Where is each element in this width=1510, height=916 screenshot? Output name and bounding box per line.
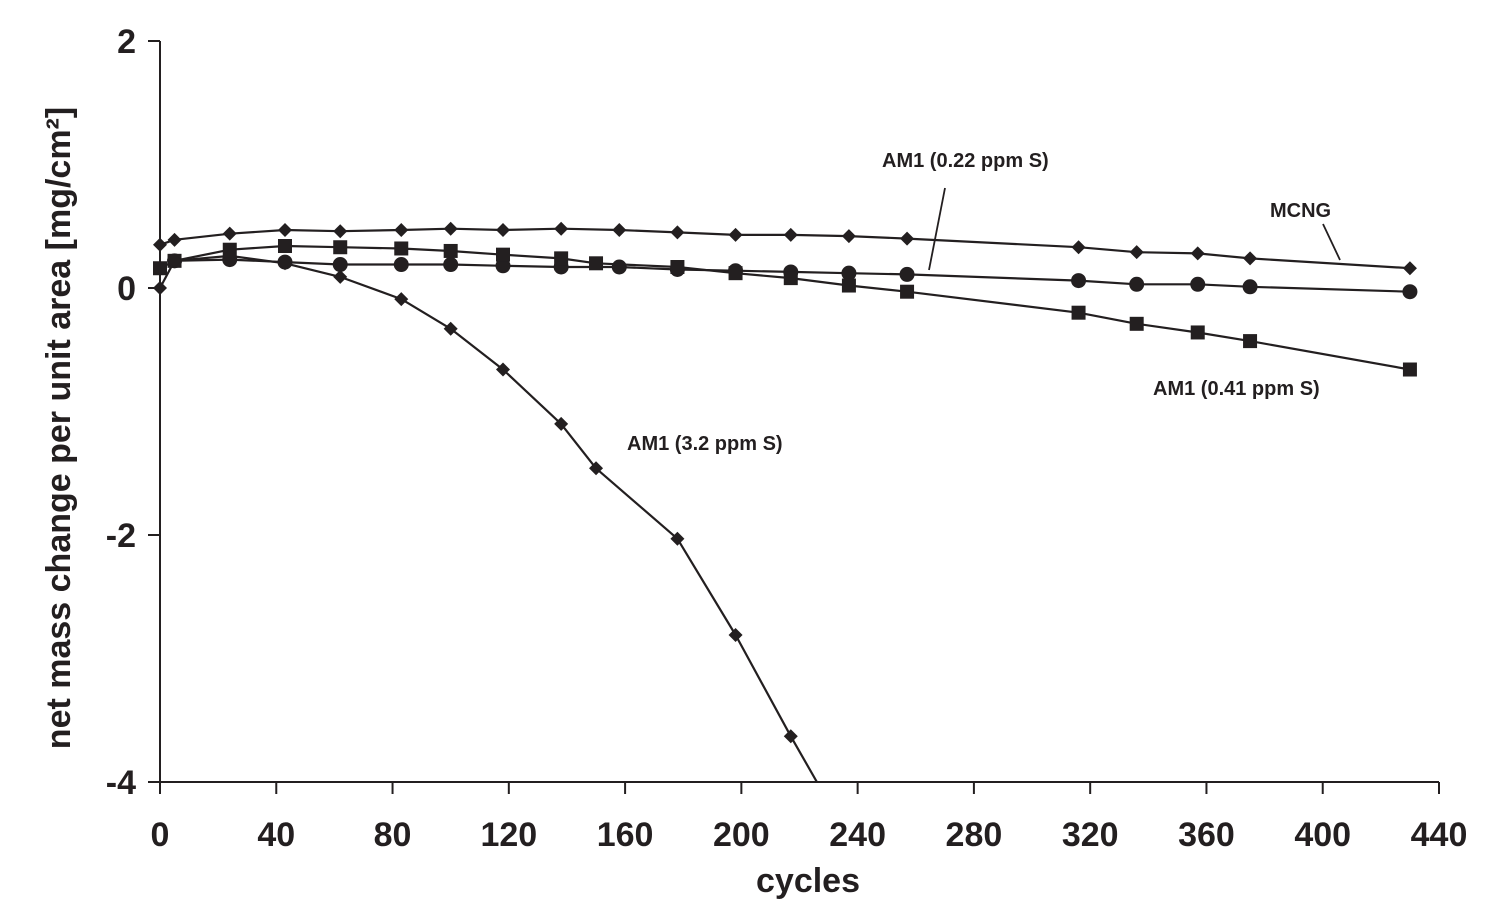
data-point-circle [611, 259, 627, 275]
data-point-diamond [222, 226, 237, 241]
data-point-diamond [333, 269, 348, 284]
x-tick-label: 280 [946, 816, 1003, 854]
y-tick-label: -2 [106, 517, 136, 555]
data-point-circle [443, 257, 459, 273]
x-tick-label: 40 [257, 816, 295, 854]
data-point-diamond [153, 237, 167, 252]
data-point-circle [841, 265, 857, 281]
x-tick-label: 160 [597, 816, 654, 854]
data-point-diamond [670, 531, 685, 546]
data-point-diamond [900, 231, 915, 246]
data-point-circle [1129, 276, 1145, 292]
data-point-circle [1190, 276, 1206, 292]
x-tick-label: 120 [480, 816, 537, 854]
data-point-diamond [443, 321, 458, 336]
data-point-square [1071, 305, 1086, 320]
series-0 [153, 221, 1417, 276]
ticks: 0 40 80 120 160 200 240 280 320 360 400 440 -4 -2 0 2 [106, 23, 1468, 854]
data-point-diamond [394, 222, 409, 237]
data-point-diamond [728, 628, 743, 643]
leader-line-mcng [1322, 223, 1341, 261]
data-point-diamond [554, 221, 569, 236]
data-point-square [841, 278, 856, 293]
data-point-square [394, 241, 409, 256]
data-point-circle [332, 257, 348, 273]
series-2 [153, 239, 1417, 377]
data-point-diamond [167, 232, 182, 247]
x-tick-label: 440 [1411, 816, 1468, 854]
x-axis-title: cycles [756, 862, 860, 900]
data-point-diamond [167, 253, 182, 268]
data-point-diamond [496, 222, 511, 237]
data-point-square [1190, 325, 1205, 340]
y-tick-label: -4 [106, 764, 136, 802]
data-point-diamond [153, 281, 167, 295]
data-point-square [333, 240, 348, 255]
data-point-square [670, 260, 685, 275]
data-point-diamond [496, 362, 511, 377]
series-label-mcng: MCNG [1270, 200, 1331, 222]
data-point-diamond [554, 416, 569, 431]
x-tick-label: 200 [713, 816, 770, 854]
series-label-am1-32: AM1 (3.2 ppm S) [627, 433, 783, 455]
data-point-diamond [783, 227, 798, 242]
data-point-diamond [394, 292, 409, 307]
y-axis-title: net mass change per unit area [mg/cm²] [40, 107, 78, 749]
x-tick-label: 240 [829, 816, 886, 854]
data-point-diamond [841, 229, 856, 244]
data-point-circle [899, 266, 915, 282]
x-tick-label: 360 [1178, 816, 1235, 854]
series-line [159, 227, 1410, 270]
series-3 [153, 248, 818, 783]
data-point-circle [1071, 273, 1087, 289]
data-point-diamond [277, 222, 292, 237]
series-line [159, 244, 1411, 371]
data-point-square [589, 256, 604, 271]
data-point-square [1243, 334, 1258, 349]
data-point-diamond [1190, 246, 1205, 261]
y-tick-label: 0 [117, 270, 136, 308]
data-point-square [496, 247, 511, 262]
data-point-diamond [1071, 240, 1086, 255]
data-point-diamond [589, 461, 604, 476]
series-label-am1-022: AM1 (0.22 ppm S) [882, 150, 1049, 172]
data-point-square [900, 284, 915, 299]
data-point-square [1129, 316, 1144, 331]
data-point-diamond [1129, 245, 1144, 260]
data-point-square [728, 266, 743, 281]
x-tick-label: 320 [1062, 816, 1119, 854]
data-point-square [1402, 362, 1417, 377]
series-line [159, 254, 818, 783]
data-point-diamond [277, 256, 292, 271]
series-label-am1-041: AM1 (0.41 ppm S) [1153, 378, 1320, 400]
data-point-diamond [333, 224, 348, 239]
x-tick-label: 80 [374, 816, 412, 854]
axes [159, 41, 1439, 783]
leader-line-am1-022 [928, 187, 946, 271]
data-point-diamond [222, 248, 237, 263]
data-point-diamond [783, 729, 798, 744]
x-tick-label: 400 [1294, 816, 1351, 854]
data-point-diamond [728, 227, 743, 242]
data-point-square [443, 243, 458, 258]
data-point-circle [1402, 284, 1418, 300]
data-point-square [153, 261, 167, 276]
data-point-square [783, 271, 798, 286]
data-point-diamond [1243, 251, 1258, 266]
data-point-square [277, 239, 292, 254]
data-point-diamond [670, 225, 685, 240]
series-layer [153, 221, 1418, 783]
data-point-circle [393, 257, 409, 273]
data-point-circle [1242, 279, 1258, 295]
data-point-diamond [1402, 261, 1417, 276]
data-point-square [554, 251, 569, 266]
data-point-diamond [612, 222, 627, 237]
y-tick-label: 2 [117, 23, 136, 61]
x-tick-label: 0 [151, 816, 170, 854]
data-point-diamond [443, 221, 458, 236]
data-point-circle [495, 258, 511, 274]
